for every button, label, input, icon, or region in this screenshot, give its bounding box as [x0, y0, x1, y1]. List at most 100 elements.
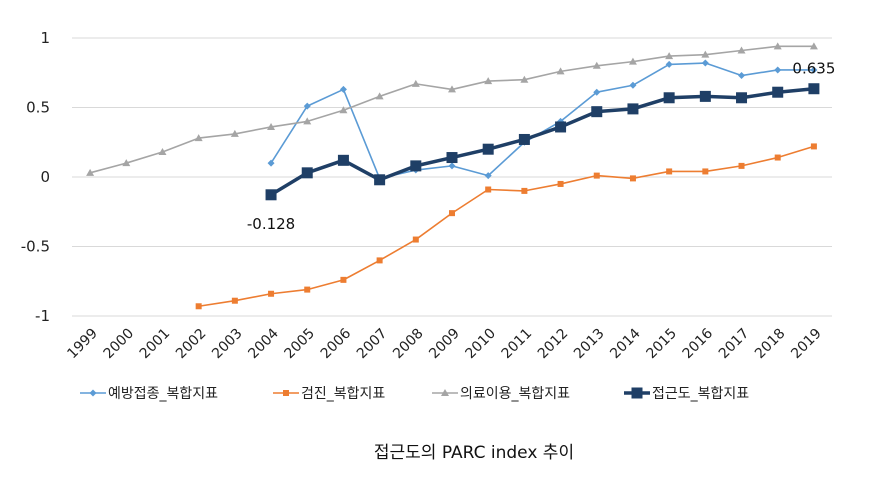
data-point: [301, 167, 313, 179]
data-point: [736, 92, 748, 104]
x-tick-label: 2019: [788, 326, 825, 363]
data-point: [738, 72, 746, 80]
data-point: [484, 172, 492, 180]
data-point: [774, 154, 781, 161]
data-point: [446, 152, 458, 164]
data-point: [339, 106, 348, 114]
data-point: [449, 210, 455, 217]
data-point: [484, 77, 493, 85]
x-tick-label: 2010: [463, 326, 500, 363]
data-point: [230, 129, 239, 137]
series-line: [270, 86, 815, 197]
legend-label: 검진_복합지표: [301, 386, 385, 402]
data-labels: -0.128 0.635: [247, 60, 836, 233]
data-point: [195, 303, 202, 310]
data-point: [593, 88, 601, 96]
legend-label: 접근도_복합지표: [652, 386, 749, 402]
data-point: [374, 174, 386, 186]
data-point: [663, 92, 675, 104]
x-tick-label: 2003: [209, 326, 246, 363]
y-tick-label: 1: [40, 29, 50, 47]
data-point: [629, 175, 636, 182]
data-point: [665, 52, 674, 60]
data-point: [591, 106, 603, 118]
x-tick-label: 2013: [571, 326, 608, 363]
series-2: [195, 143, 817, 310]
data-point: [122, 159, 131, 167]
data-point: [808, 83, 820, 95]
legend-item: 의료이용_복합지표: [432, 386, 570, 402]
data-point: [268, 290, 275, 297]
data-point: [628, 57, 637, 65]
data-point: [339, 85, 347, 93]
data-point: [520, 75, 529, 83]
data-point: [592, 61, 601, 69]
data-point: [738, 162, 745, 169]
x-tick-label: 2017: [716, 326, 753, 363]
y-tick-label: -0.5: [21, 238, 50, 256]
legend-item: 접근도_복합지표: [624, 386, 749, 402]
y-tick-label: 0: [40, 168, 50, 186]
x-tick-label: 2015: [643, 326, 680, 363]
data-point: [810, 143, 817, 150]
data-point: [303, 102, 311, 110]
x-tick-label: 2008: [390, 326, 427, 363]
data-point: [482, 143, 494, 155]
x-tick-label: 2011: [499, 326, 536, 363]
data-point: [556, 67, 565, 75]
legend-item: 예방접종_복합지표: [80, 386, 218, 402]
data-point: [627, 103, 639, 115]
data-point: [340, 276, 347, 283]
data-point: [441, 389, 449, 396]
data-point: [158, 147, 167, 155]
x-tick-label: 2001: [137, 326, 174, 363]
data-point: [699, 90, 711, 102]
y-tick-label: -1: [35, 307, 50, 325]
data-point: [303, 117, 312, 125]
data-point: [304, 286, 311, 293]
data-point: [773, 42, 782, 50]
x-tick-label: 2014: [607, 325, 644, 362]
x-tick-label: 2009: [426, 326, 463, 363]
data-point: [593, 172, 600, 179]
legend-item: 검진_복합지표: [273, 386, 385, 402]
series-4: [265, 83, 820, 201]
data-point: [666, 168, 673, 175]
data-point: [194, 134, 203, 142]
data-point: [411, 79, 420, 87]
data-point: [448, 85, 456, 93]
data-point: [283, 390, 289, 396]
data-point: [774, 66, 782, 74]
data-point: [89, 389, 97, 397]
series-line: [198, 145, 815, 308]
x-tick-label: 2006: [318, 325, 355, 362]
data-point: [86, 168, 95, 176]
data-point: [555, 121, 567, 133]
y-tick-label: 0.5: [26, 99, 50, 117]
data-point: [412, 236, 419, 243]
data-point: [375, 92, 384, 100]
x-tick-label: 2002: [173, 326, 210, 363]
data-point: [485, 186, 492, 193]
data-point: [701, 59, 709, 67]
x-tick-label: 2016: [680, 325, 717, 362]
data-point: [810, 66, 818, 74]
x-axis-ticks: 1999 2000 2001 2002 2003 2004 2005 2006 2007 2008…: [64, 325, 824, 362]
data-point: [410, 160, 422, 172]
series-line: [270, 62, 814, 180]
legend-label: 예방접종_복합지표: [108, 386, 218, 402]
data-point: [737, 46, 746, 54]
data-point: [518, 133, 530, 145]
x-tick-label: 2000: [101, 326, 138, 363]
data-point: [665, 60, 673, 68]
gridlines: [72, 37, 832, 317]
data-point: [701, 50, 710, 58]
data-point: [231, 297, 238, 304]
x-tick-label: 1999: [64, 326, 101, 363]
data-point: [448, 162, 456, 170]
data-point: [631, 387, 643, 399]
data-label: -0.128: [247, 215, 295, 233]
x-tick-label: 2005: [282, 326, 319, 363]
data-label: 0.635: [792, 60, 835, 78]
x-tick-label: 2004: [245, 325, 282, 362]
